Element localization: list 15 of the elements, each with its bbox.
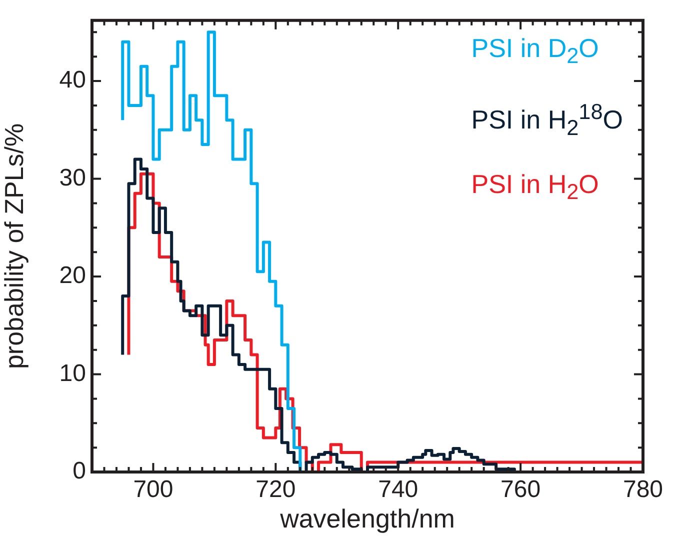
x-tick-label: 740 — [378, 476, 418, 504]
y-axis-title: probability of ZPLs/% — [0, 123, 29, 370]
y-tick-label: 20 — [59, 262, 86, 290]
text: PSI in H$_{2}$$^{18}$O — [471, 98, 623, 142]
x-tick-label: 760 — [500, 476, 541, 504]
x-tick-label: 780 — [622, 476, 664, 504]
y-tick-label: 40 — [59, 66, 86, 94]
x-tick-label: 700 — [133, 476, 174, 504]
x-axis-title: wavelength/nm — [279, 504, 455, 534]
text: PSI in H$_{2}$O — [471, 168, 600, 206]
y-tick-label: 10 — [59, 360, 86, 387]
x-tick-label: 720 — [256, 476, 296, 504]
text: PSI in D$_{2}$O — [471, 32, 600, 70]
y-tick-label: 0 — [72, 458, 86, 485]
y-tick-label: 30 — [59, 164, 86, 192]
